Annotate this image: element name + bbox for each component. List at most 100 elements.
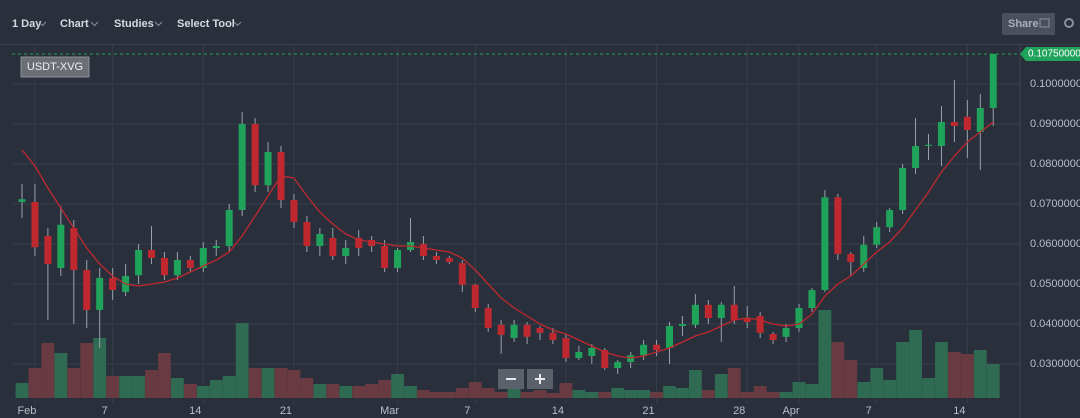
candle-body	[70, 228, 78, 270]
volume-bar	[598, 392, 612, 398]
candle-body	[769, 334, 777, 340]
volume-bar	[805, 384, 819, 398]
plus-icon	[539, 374, 541, 384]
volume-bar	[209, 380, 223, 398]
candle-body	[303, 222, 311, 246]
symbol-badge	[20, 56, 90, 78]
candle-body	[238, 124, 246, 210]
candle-body	[575, 352, 583, 358]
candle-body	[704, 304, 712, 318]
candle-body	[834, 197, 842, 254]
volume-bar	[196, 386, 210, 398]
candle-body	[808, 290, 816, 308]
volume-bar	[650, 392, 663, 398]
candle-body	[782, 328, 790, 337]
x-tick-label: 7	[464, 405, 470, 417]
candle-body	[653, 344, 661, 350]
volume-bar	[766, 392, 780, 398]
x-tick-label: 14	[953, 405, 965, 417]
volume-bar	[922, 378, 935, 398]
volume-bar	[494, 392, 508, 398]
volume-bar	[753, 386, 767, 398]
volume-bar	[106, 376, 120, 398]
volume-bar	[171, 378, 184, 398]
volume-bar	[313, 384, 327, 398]
candle-body	[510, 324, 518, 338]
candle-body	[497, 324, 505, 335]
candle-body	[44, 236, 52, 264]
volume-bar	[546, 393, 560, 398]
settings-icon[interactable]	[1064, 18, 1074, 28]
volume-bar	[41, 343, 55, 398]
volume-bar	[896, 342, 909, 398]
volume-bar	[430, 392, 443, 398]
candle-body	[445, 258, 453, 262]
candle-body	[290, 200, 298, 222]
candle-body	[730, 304, 738, 320]
volume-bar	[235, 323, 249, 398]
volume-bar	[404, 386, 417, 398]
volume-bar	[15, 383, 29, 398]
candle-body	[471, 284, 479, 308]
volume-bar	[727, 368, 741, 398]
candle-body	[186, 260, 194, 268]
candle-body	[212, 246, 220, 248]
candle-body	[458, 263, 466, 285]
volume-bar	[248, 368, 262, 398]
volume-bar	[326, 384, 340, 398]
candle-body	[96, 278, 104, 310]
volume-bar	[442, 392, 456, 398]
chevron	[233, 21, 242, 27]
volume-bar	[624, 390, 638, 398]
candle-body	[394, 250, 402, 268]
volume-bar	[352, 386, 366, 398]
volume-bar	[339, 386, 353, 398]
volume-bar	[287, 370, 301, 398]
volume-bar	[792, 382, 806, 398]
candle-body	[717, 304, 725, 318]
candle-body	[963, 116, 971, 130]
candle-body	[484, 308, 492, 328]
candle-body	[950, 122, 958, 126]
x-tick-label: 28	[733, 405, 745, 417]
candle-body	[860, 244, 868, 268]
volume-bar	[740, 392, 754, 398]
chevron	[90, 21, 99, 27]
candle-body	[432, 256, 440, 260]
candle-body	[173, 260, 181, 276]
volume-bar	[818, 310, 832, 398]
candle-body	[251, 124, 259, 186]
candle-body	[31, 202, 39, 248]
share-label: Share	[1008, 18, 1039, 30]
chevron	[154, 21, 163, 27]
volume-bar	[520, 392, 534, 398]
candle-body	[925, 144, 932, 146]
volume-bar	[701, 390, 715, 398]
candle-body	[57, 224, 65, 268]
interval-menu[interactable]: 1 Day	[12, 18, 42, 30]
candle-body	[666, 326, 673, 348]
volume-bar	[468, 382, 482, 398]
volume-bar	[417, 390, 430, 398]
chart-menu[interactable]: Chart	[60, 18, 89, 30]
candle-body	[83, 270, 91, 310]
x-tick-label: 21	[642, 405, 654, 417]
chevron	[38, 21, 47, 27]
candle-body	[601, 350, 609, 368]
studies-menu[interactable]: Studies	[114, 18, 154, 30]
volume-bar	[158, 353, 171, 398]
share-icon	[1039, 18, 1050, 28]
volume-bar	[585, 392, 599, 398]
volume-bar	[857, 382, 871, 398]
candle-body	[18, 199, 26, 202]
volume-bar	[391, 374, 404, 398]
candle-body	[160, 258, 168, 276]
select-tool-menu[interactable]: Select Tool	[177, 18, 235, 30]
candle-body	[316, 234, 324, 246]
candle-body	[148, 250, 155, 258]
